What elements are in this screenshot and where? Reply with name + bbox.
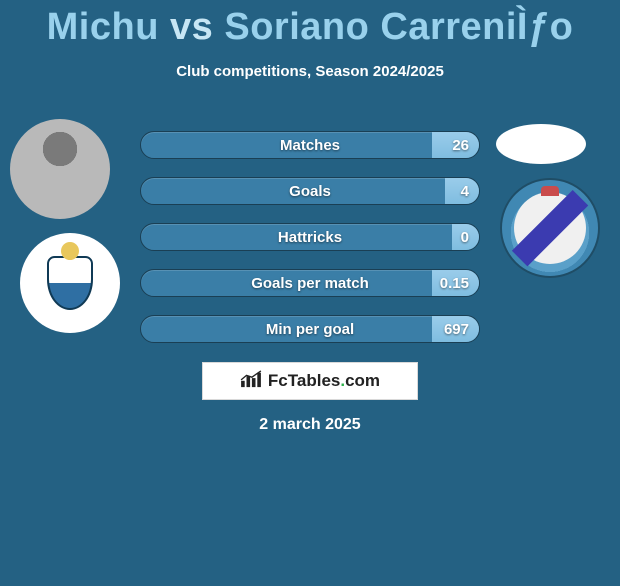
vs-label: vs — [170, 6, 213, 48]
stat-label: Matches — [141, 132, 479, 158]
stat-label: Min per goal — [141, 316, 479, 342]
stat-label: Goals — [141, 178, 479, 204]
player2-avatar — [496, 124, 586, 164]
brand-fctables[interactable]: FcTables.com — [202, 362, 418, 400]
stat-row: Goals per match0.15 — [140, 269, 480, 297]
stat-row: Matches26 — [140, 131, 480, 159]
brand-text: FcTables.com — [268, 371, 380, 391]
stat-value-right: 0.15 — [430, 270, 479, 296]
stat-value-right: 0 — [451, 224, 479, 250]
snapshot-date: 2 march 2025 — [0, 416, 620, 434]
player1-name: Michu — [47, 6, 159, 48]
stat-label: Hattricks — [141, 224, 479, 250]
stat-row: Hattricks0 — [140, 223, 480, 251]
comparison-title: Michu vs Soriano CarreniÌƒo — [0, 6, 620, 49]
player1-club-crest — [20, 233, 120, 333]
player2-name: Soriano CarreniÌƒo — [224, 6, 573, 48]
stat-label: Goals per match — [141, 270, 479, 296]
stats-container: Matches26 Goals4 Hattricks0 Goals per match… — [140, 131, 480, 361]
player2-club-crest — [500, 178, 600, 278]
player1-avatar — [10, 119, 110, 219]
chart-icon — [240, 370, 262, 393]
stat-value-right: 4 — [451, 178, 479, 204]
stat-value-right: 697 — [434, 316, 479, 342]
stat-value-right: 26 — [442, 132, 479, 158]
stat-row: Min per goal697 — [140, 315, 480, 343]
subtitle: Club competitions, Season 2024/2025 — [0, 63, 620, 80]
stat-row: Goals4 — [140, 177, 480, 205]
